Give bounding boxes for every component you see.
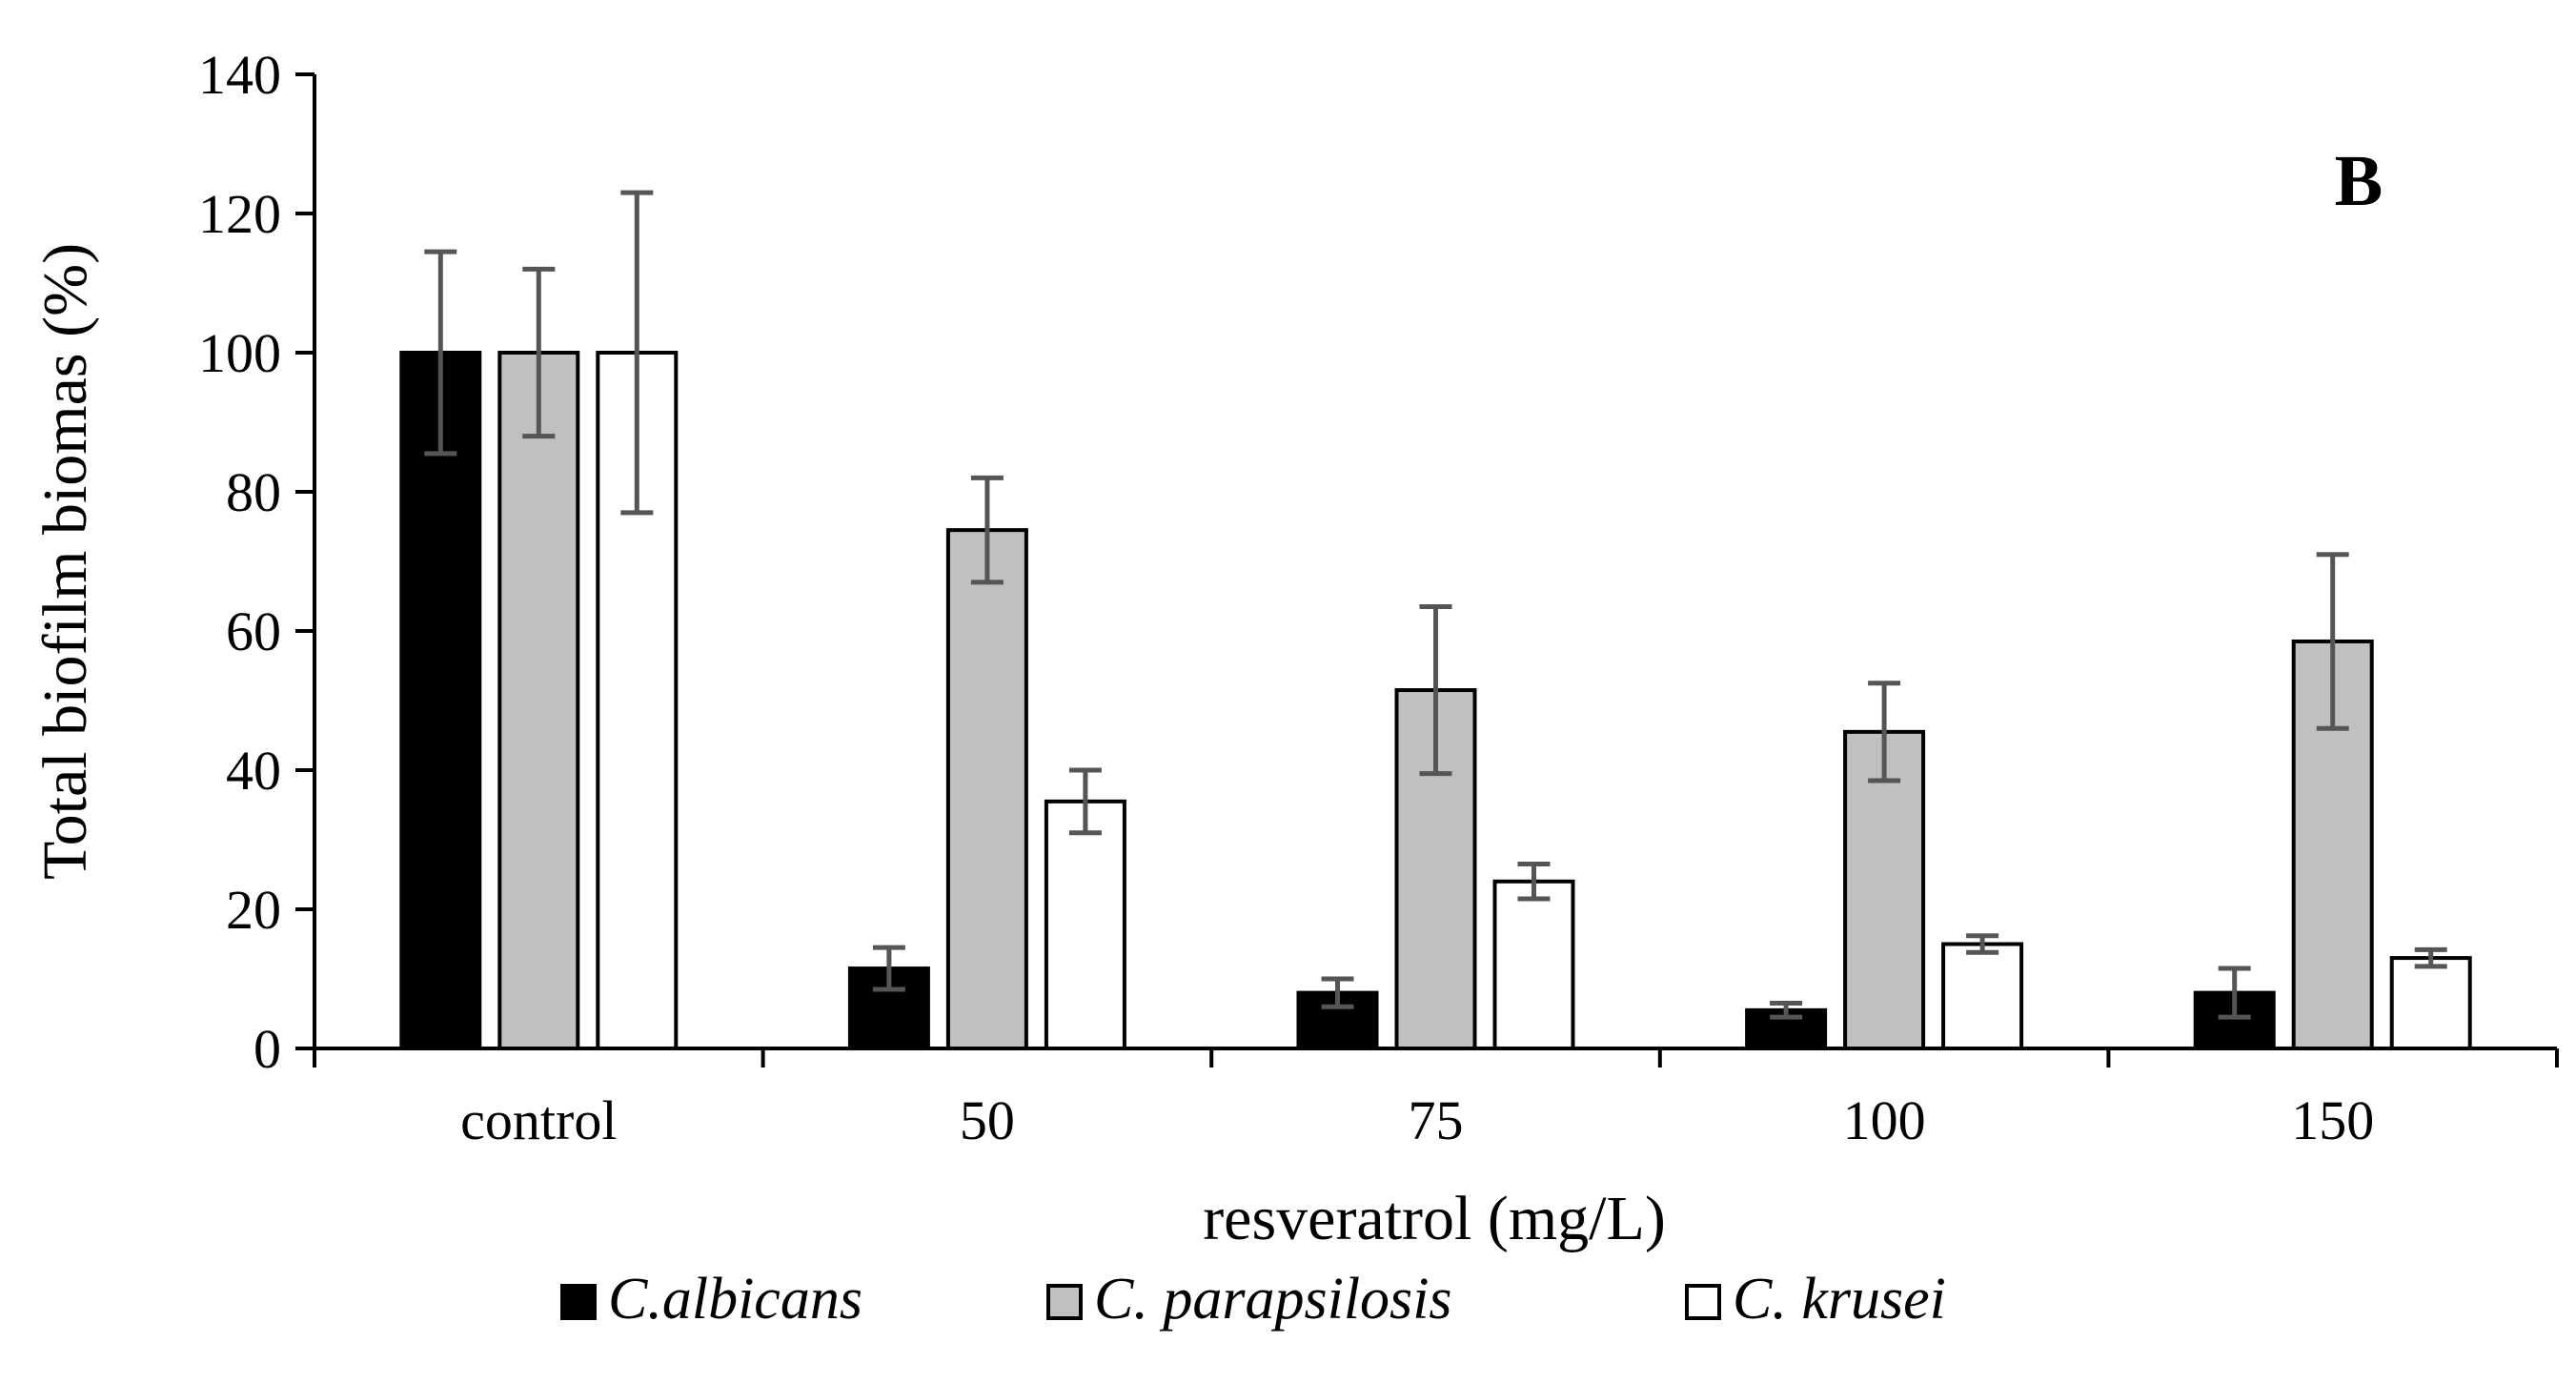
y-tick-label: 140	[198, 44, 281, 106]
y-tick-label: 80	[226, 461, 281, 523]
legend-label: C. parapsilosis	[1094, 1267, 1452, 1332]
x-ticks: control 50 75 100 150	[313, 1048, 2559, 1151]
x-tick-label: 100	[1843, 1089, 1926, 1151]
y-axis-title: Total biofilm biomas (%)	[30, 243, 100, 880]
legend-swatch	[560, 1284, 597, 1320]
bar	[596, 351, 679, 1050]
chart-text: B resveratrol (mg/L) Total biofilm bioma…	[30, 141, 2383, 1253]
y-ticks: 0 20 40 60 80 100 120 140	[198, 44, 314, 1080]
bar	[1492, 879, 1575, 1050]
panel-label: B	[2335, 141, 2383, 221]
x-tick-label: control	[460, 1089, 617, 1151]
x-tick-label: 50	[960, 1089, 1015, 1151]
y-tick-label: 0	[254, 1018, 281, 1080]
x-tick-label: 150	[2291, 1089, 2374, 1151]
legend: C.albicans C. parapsilosis C. krusei	[560, 1267, 1946, 1332]
error-bars	[424, 190, 2447, 1020]
bar	[1044, 799, 1126, 1050]
bars	[399, 351, 2472, 1050]
bar	[945, 528, 1028, 1050]
y-tick-label: 100	[198, 322, 281, 384]
y-tick-label: 120	[198, 183, 281, 245]
y-tick-label: 20	[226, 879, 281, 941]
x-axis-title: resveratrol (mg/L)	[1203, 1184, 1666, 1253]
legend-label: C.albicans	[608, 1267, 862, 1332]
legend-label: C. krusei	[1733, 1267, 1946, 1332]
bar	[2389, 956, 2472, 1050]
y-tick-label: 40	[226, 740, 281, 802]
y-tick-label: 60	[226, 600, 281, 662]
bar	[1941, 942, 2024, 1050]
legend-swatch	[1685, 1284, 1721, 1320]
legend-swatch	[1046, 1284, 1083, 1320]
bar	[497, 351, 580, 1050]
bar	[399, 351, 482, 1050]
x-tick-label: 75	[1409, 1089, 1464, 1151]
